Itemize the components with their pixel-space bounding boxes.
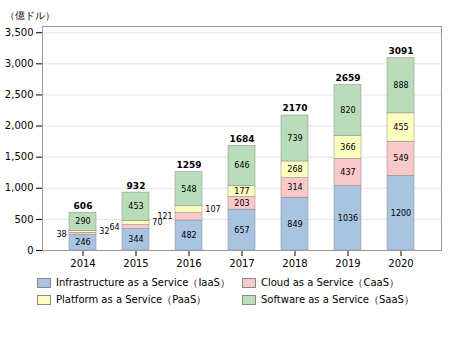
svg-text:849: 849 <box>287 220 302 229</box>
svg-text:549: 549 <box>393 154 408 163</box>
svg-text:1,000: 1,000 <box>5 182 34 193</box>
svg-text:2014: 2014 <box>70 258 95 269</box>
svg-text:482: 482 <box>181 231 196 240</box>
svg-text:2018: 2018 <box>282 258 307 269</box>
svg-text:2,500: 2,500 <box>5 89 34 100</box>
html-text:Software as a Service（SaaS）: Software as a Service（SaaS） <box>261 294 414 305</box>
svg-text:203: 203 <box>234 199 249 208</box>
svg-text:500: 500 <box>14 214 33 225</box>
svg-text:2170: 2170 <box>282 103 307 113</box>
svg-text:932: 932 <box>127 181 146 191</box>
svg-text:2016: 2016 <box>176 258 201 269</box>
svg-text:268: 268 <box>287 165 302 174</box>
svg-text:0: 0 <box>27 245 33 256</box>
svg-text:177: 177 <box>234 187 249 196</box>
svg-text:606: 606 <box>74 201 93 211</box>
svg-text:2020: 2020 <box>388 258 413 269</box>
svg-text:2015: 2015 <box>123 258 148 269</box>
html-text:Infrastructure as a Service（Ia: Infrastructure as a Service（IaaS） <box>56 277 230 288</box>
svg-text:657: 657 <box>234 226 249 235</box>
svg-text:2019: 2019 <box>335 258 360 269</box>
svg-text:453: 453 <box>128 202 143 211</box>
svg-text:3,500: 3,500 <box>5 27 34 38</box>
svg-text:290: 290 <box>75 217 90 226</box>
svg-text:1036: 1036 <box>338 214 358 223</box>
svg-text:（億ドル）: （億ドル） <box>5 10 55 21</box>
svg-text:455: 455 <box>393 123 408 132</box>
svg-text:121: 121 <box>157 212 173 222</box>
svg-text:2659: 2659 <box>335 73 360 83</box>
svg-text:646: 646 <box>234 161 249 170</box>
svg-text:3,000: 3,000 <box>5 58 34 69</box>
svg-text:1200: 1200 <box>391 209 411 218</box>
svg-text:246: 246 <box>75 238 90 247</box>
svg-text:548: 548 <box>181 185 196 194</box>
svg-text:64: 64 <box>110 223 120 232</box>
svg-text:70: 70 <box>152 218 162 227</box>
html-text:Platform as a Service（PaaS）: Platform as a Service（PaaS） <box>56 294 207 305</box>
svg-text:344: 344 <box>128 235 143 244</box>
svg-text:107: 107 <box>205 205 220 214</box>
svg-text:366: 366 <box>340 143 355 152</box>
svg-text:1684: 1684 <box>229 134 254 144</box>
html-text:Cloud as a Service（CaaS）: Cloud as a Service（CaaS） <box>261 277 400 288</box>
svg-text:1,500: 1,500 <box>5 151 34 162</box>
svg-text:314: 314 <box>287 183 302 192</box>
svg-text:888: 888 <box>393 81 408 90</box>
svg-text:739: 739 <box>287 134 302 143</box>
svg-text:38: 38 <box>57 230 67 239</box>
svg-text:2,000: 2,000 <box>5 120 34 131</box>
svg-text:1259: 1259 <box>176 160 201 170</box>
svg-text:820: 820 <box>340 106 355 115</box>
svg-text:3091: 3091 <box>388 46 413 56</box>
svg-text:437: 437 <box>340 168 355 177</box>
svg-text:2017: 2017 <box>229 258 254 269</box>
svg-text:32: 32 <box>99 227 109 236</box>
